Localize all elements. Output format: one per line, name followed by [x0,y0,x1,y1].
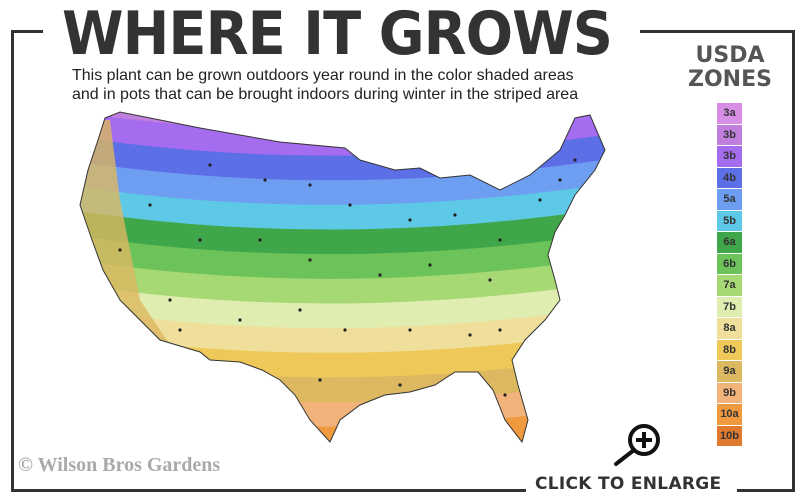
frame-right [792,30,795,492]
city-dot [488,278,492,282]
subtitle: This plant can be grown outdoors year ro… [72,66,672,104]
frame-left [11,30,14,492]
city-dot [308,258,312,262]
watermark: © Wilson Bros Gardens [18,454,221,476]
legend-zone-3a: 3a [717,103,742,124]
zone-band-6a [80,203,605,256]
legend-zone-10a: 10a [717,404,742,425]
legend-zone-5b: 5b [717,210,742,231]
legend-zone-9b: 9b [717,382,742,403]
city-dot [198,238,202,242]
city-dot [178,328,182,332]
frame-bottom-left [11,489,526,492]
legend-title-line-1: USDA [695,43,765,68]
city-dot [318,378,322,382]
legend-zone-5a: 5a [717,189,742,210]
city-dot [558,178,562,182]
city-dot [498,328,502,332]
us-hardiness-zone-map[interactable] [70,105,630,450]
city-dot [118,248,122,252]
zone-band-7b [80,277,605,330]
city-dot [398,383,402,387]
zone-band-5a [80,153,605,206]
zone-band-6b [80,227,605,280]
legend-zone-4b: 4b [717,167,742,188]
zone-bands [80,112,605,442]
legend-title-line-2: ZONES [688,67,772,92]
legend-zone-3b: 3b [717,124,742,145]
city-dot [428,263,432,267]
legend-zone-7a: 7a [717,275,742,296]
city-dot [408,328,412,332]
city-dot [468,333,472,337]
city-dot [503,393,507,397]
legend-zone-6b: 6b [717,253,742,274]
legend-title: USDA ZONES [680,44,780,92]
click-to-enlarge-link[interactable]: CLICK TO ENLARGE [535,474,722,494]
frame-bottom-right [737,489,795,492]
zone-legend: 3a 3b 3b 4b 5a 5b 6a 6b 7a 7b 8a 8b 9a 9b 10a 10b [717,103,742,447]
city-dot [308,183,312,187]
city-dot [348,203,352,207]
legend-zone-10b: 10b [717,425,742,446]
legend-zone-9a: 9a [717,361,742,382]
city-dot [408,218,412,222]
frame-top-left [11,30,43,33]
us-outline [79,111,606,444]
subtitle-line-1: This plant can be grown outdoors year ro… [72,67,574,84]
city-dot [258,238,262,242]
frame-top-right [640,30,795,33]
city-dot [208,163,212,167]
city-dot [298,308,302,312]
city-dot [168,298,172,302]
city-dot [573,158,577,162]
zoom-in-icon[interactable] [610,420,670,470]
city-dot [453,213,457,217]
legend-zone-8a: 8a [717,318,742,339]
city-dot [538,198,542,202]
zone-band-7a [80,252,605,305]
city-dot [263,178,267,182]
city-dot [343,328,347,332]
city-dot [148,203,152,207]
city-dot [238,318,242,322]
zone-band-5b [80,178,605,231]
legend-zone-8b: 8b [717,339,742,360]
legend-zone-6a: 6a [717,232,742,253]
city-dot [378,273,382,277]
city-dot [498,238,502,242]
zone-band-8a [80,301,605,354]
legend-zone-7b: 7b [717,296,742,317]
page-title: WHERE IT GROWS [62,0,613,69]
subtitle-line-2: and in pots that can be brought indoors … [72,86,579,103]
city-dots [118,158,577,397]
legend-zone-3b: 3b [717,146,742,167]
